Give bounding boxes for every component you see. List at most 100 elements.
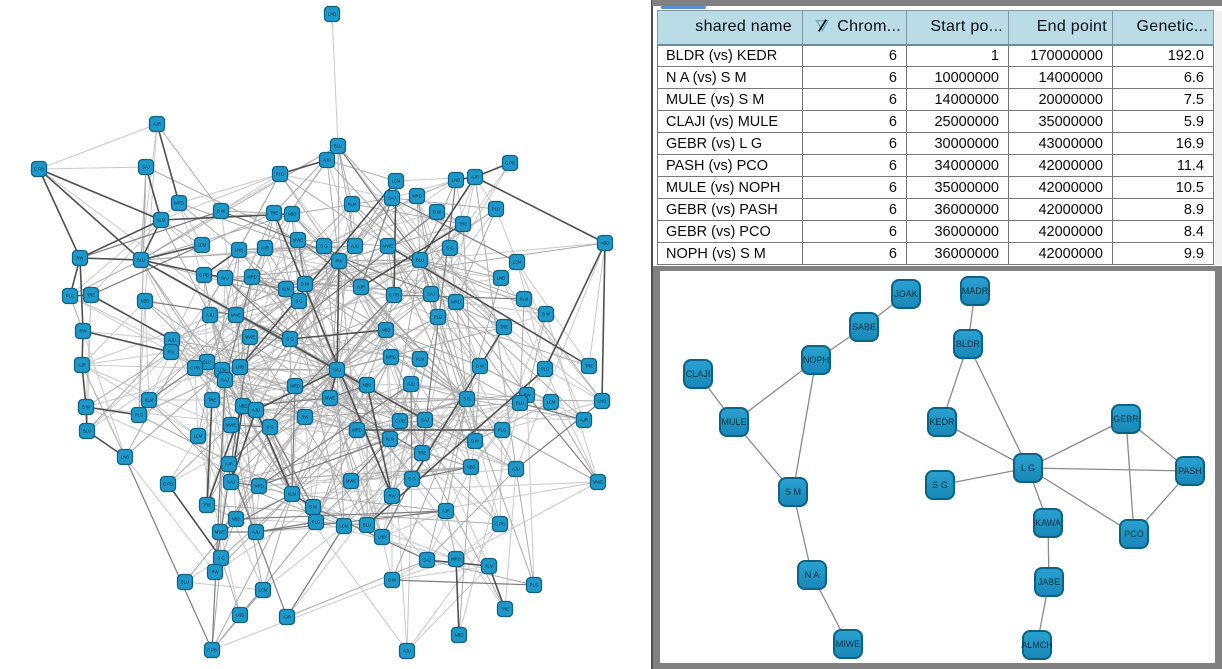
svg-text:RW: RW xyxy=(77,256,84,261)
svg-text:MRD: MRD xyxy=(451,300,461,305)
svg-text:SAJ: SAJ xyxy=(423,558,431,563)
svg-text:C PB: C PB xyxy=(505,161,515,166)
svg-text:LNB: LNB xyxy=(378,535,386,540)
svg-text:AJU: AJU xyxy=(407,382,415,387)
svg-text:ALMCH: ALMCH xyxy=(1021,640,1053,650)
svg-text:B W: B W xyxy=(217,209,225,214)
svg-text:S G: S G xyxy=(295,299,302,304)
svg-text:MULE: MULE xyxy=(721,417,746,427)
svg-text:AJR: AJR xyxy=(153,122,161,127)
svg-text:KLM: KLM xyxy=(145,398,154,403)
svg-text:MWE: MWE xyxy=(593,480,603,485)
svg-text:SAJ: SAJ xyxy=(142,165,150,170)
svg-text:MWE: MWE xyxy=(245,335,255,340)
svg-text:SAJ: SAJ xyxy=(227,480,235,485)
svg-text:BLU: BLU xyxy=(416,258,424,263)
svg-text:AJR: AJR xyxy=(225,462,233,467)
svg-text:LCM: LCM xyxy=(340,524,349,529)
svg-text:PLG: PLG xyxy=(434,315,442,320)
svg-text:NOPH: NOPH xyxy=(803,355,829,365)
svg-text:LCM: LCM xyxy=(198,243,207,248)
svg-text:S G: S G xyxy=(286,337,293,342)
svg-text:C PB: C PB xyxy=(389,293,399,298)
svg-text:AJR: AJR xyxy=(283,615,291,620)
svg-text:LCM: LCM xyxy=(259,588,268,593)
svg-text:MWE: MWE xyxy=(383,244,393,249)
svg-text:S G: S G xyxy=(463,397,470,402)
svg-text:PCO: PCO xyxy=(1124,529,1144,539)
svg-text:MRD: MRD xyxy=(386,355,396,360)
svg-text:SABE: SABE xyxy=(852,322,876,332)
svg-text:SAJ: SAJ xyxy=(427,292,435,297)
svg-text:BLU: BLU xyxy=(363,523,371,528)
svg-text:SAJ: SAJ xyxy=(333,368,341,373)
svg-text:KLM: KLM xyxy=(288,492,297,497)
svg-text:KAWA: KAWA xyxy=(1035,518,1061,528)
svg-text:S G: S G xyxy=(446,246,453,251)
svg-text:AJR: AJR xyxy=(471,175,479,180)
svg-text:SAJ: SAJ xyxy=(221,276,229,281)
svg-text:KLM: KLM xyxy=(485,564,494,569)
svg-text:BLU: BLU xyxy=(137,258,145,263)
svg-text:NBD: NBD xyxy=(382,328,391,333)
svg-text:LCM: LCM xyxy=(513,260,522,265)
svg-text:BLU: BLU xyxy=(83,429,91,434)
svg-text:MWE: MWE xyxy=(231,313,241,318)
svg-text:S G: S G xyxy=(932,480,948,490)
svg-text:B W: B W xyxy=(476,364,484,369)
svg-text:C PB: C PB xyxy=(163,482,173,487)
svg-text:AJU: AJU xyxy=(252,530,260,535)
svg-text:KLM: KLM xyxy=(520,297,529,302)
svg-text:NBD: NBD xyxy=(232,517,241,522)
svg-text:SAJ: SAJ xyxy=(421,418,429,423)
svg-text:N A: N A xyxy=(805,570,820,580)
svg-text:MRD: MRD xyxy=(451,557,461,562)
svg-text:B W: B W xyxy=(542,312,550,317)
svg-text:NBD: NBD xyxy=(455,633,464,638)
svg-text:MRD: MRD xyxy=(290,384,300,389)
svg-text:AJR: AJR xyxy=(442,509,450,514)
svg-text:BLDR: BLDR xyxy=(956,339,981,349)
svg-text:PLG: PLG xyxy=(541,367,549,372)
svg-text:TRE: TRE xyxy=(208,398,217,403)
svg-text:NBD: NBD xyxy=(141,299,150,304)
svg-text:B W: B W xyxy=(433,210,441,215)
svg-text:LNB: LNB xyxy=(598,399,606,404)
svg-text:LNB: LNB xyxy=(497,276,505,281)
svg-text:TRE: TRE xyxy=(418,451,427,456)
svg-text:PLG: PLG xyxy=(492,207,500,212)
svg-text:C PB: C PB xyxy=(199,273,209,278)
svg-text:L G: L G xyxy=(1021,463,1035,473)
svg-text:RW: RW xyxy=(302,415,309,420)
svg-text:PLG: PLG xyxy=(276,172,284,177)
svg-text:NBD: NBD xyxy=(467,465,476,470)
svg-text:KEDR: KEDR xyxy=(929,417,955,427)
svg-text:SAJ: SAJ xyxy=(388,196,396,201)
svg-text:S G: S G xyxy=(320,244,327,249)
svg-text:GEBR: GEBR xyxy=(1113,414,1139,424)
svg-text:C PB: C PB xyxy=(207,648,217,653)
svg-text:LCM: LCM xyxy=(218,368,227,373)
svg-text:LNB: LNB xyxy=(328,12,336,17)
svg-text:MIWE: MIWE xyxy=(836,639,861,649)
svg-text:PLG: PLG xyxy=(498,428,506,433)
svg-text:AJR: AJR xyxy=(357,285,365,290)
svg-text:BLU: BLU xyxy=(203,360,211,365)
svg-text:TRE: TRE xyxy=(459,222,468,227)
svg-text:RW: RW xyxy=(336,259,343,264)
svg-text:BLU: BLU xyxy=(334,144,342,149)
svg-text:NBD: NBD xyxy=(363,383,372,388)
svg-text:AJU: AJU xyxy=(512,467,520,472)
svg-text:MWE: MWE xyxy=(293,238,303,243)
svg-text:AJU: AJU xyxy=(351,244,359,249)
svg-text:TRE: TRE xyxy=(500,325,509,330)
svg-text:KLM: KLM xyxy=(386,437,395,442)
svg-text:PLG: PLG xyxy=(135,413,143,418)
svg-text:AJU: AJU xyxy=(206,313,214,318)
svg-text:S G: S G xyxy=(408,477,415,482)
svg-text:LNB: LNB xyxy=(121,455,129,460)
svg-text:MWE: MWE xyxy=(215,530,225,535)
svg-text:BLU: BLU xyxy=(516,401,524,406)
svg-text:MADR: MADR xyxy=(962,286,989,296)
svg-text:NBD: NBD xyxy=(239,404,248,409)
